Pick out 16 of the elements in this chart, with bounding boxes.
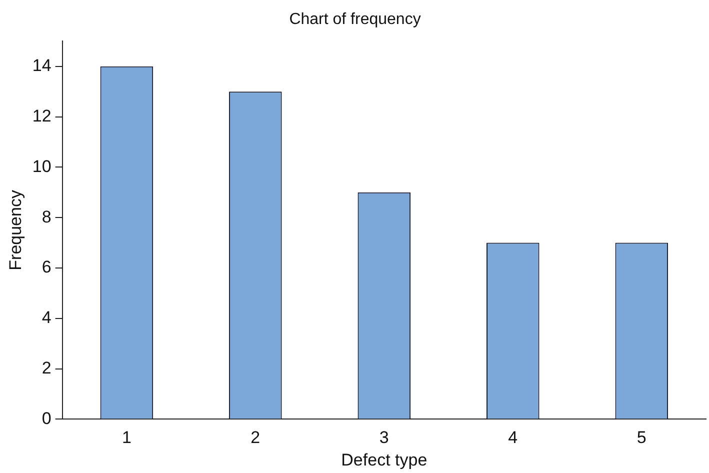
- x-tick-label: 4: [508, 428, 518, 448]
- y-axis-title: Frequency: [6, 190, 25, 270]
- chart-title: Chart of frequency: [289, 11, 421, 28]
- y-tick-label: 4: [42, 308, 52, 328]
- x-tick-label: 3: [379, 428, 389, 448]
- x-axis-title: Defect type: [341, 450, 428, 470]
- x-tick-label: 5: [636, 428, 646, 448]
- y-tick-label: 14: [32, 56, 52, 76]
- y-tick-label: 0: [42, 408, 52, 428]
- x-tick-label: 2: [250, 428, 260, 448]
- y-tick-label: 2: [42, 358, 52, 378]
- y-tick-label: 12: [32, 106, 52, 126]
- y-tick-label: 6: [42, 258, 52, 277]
- y-tick-label: 8: [42, 207, 52, 226]
- x-tick-label: 1: [122, 428, 132, 448]
- y-tick-label: 10: [32, 156, 52, 176]
